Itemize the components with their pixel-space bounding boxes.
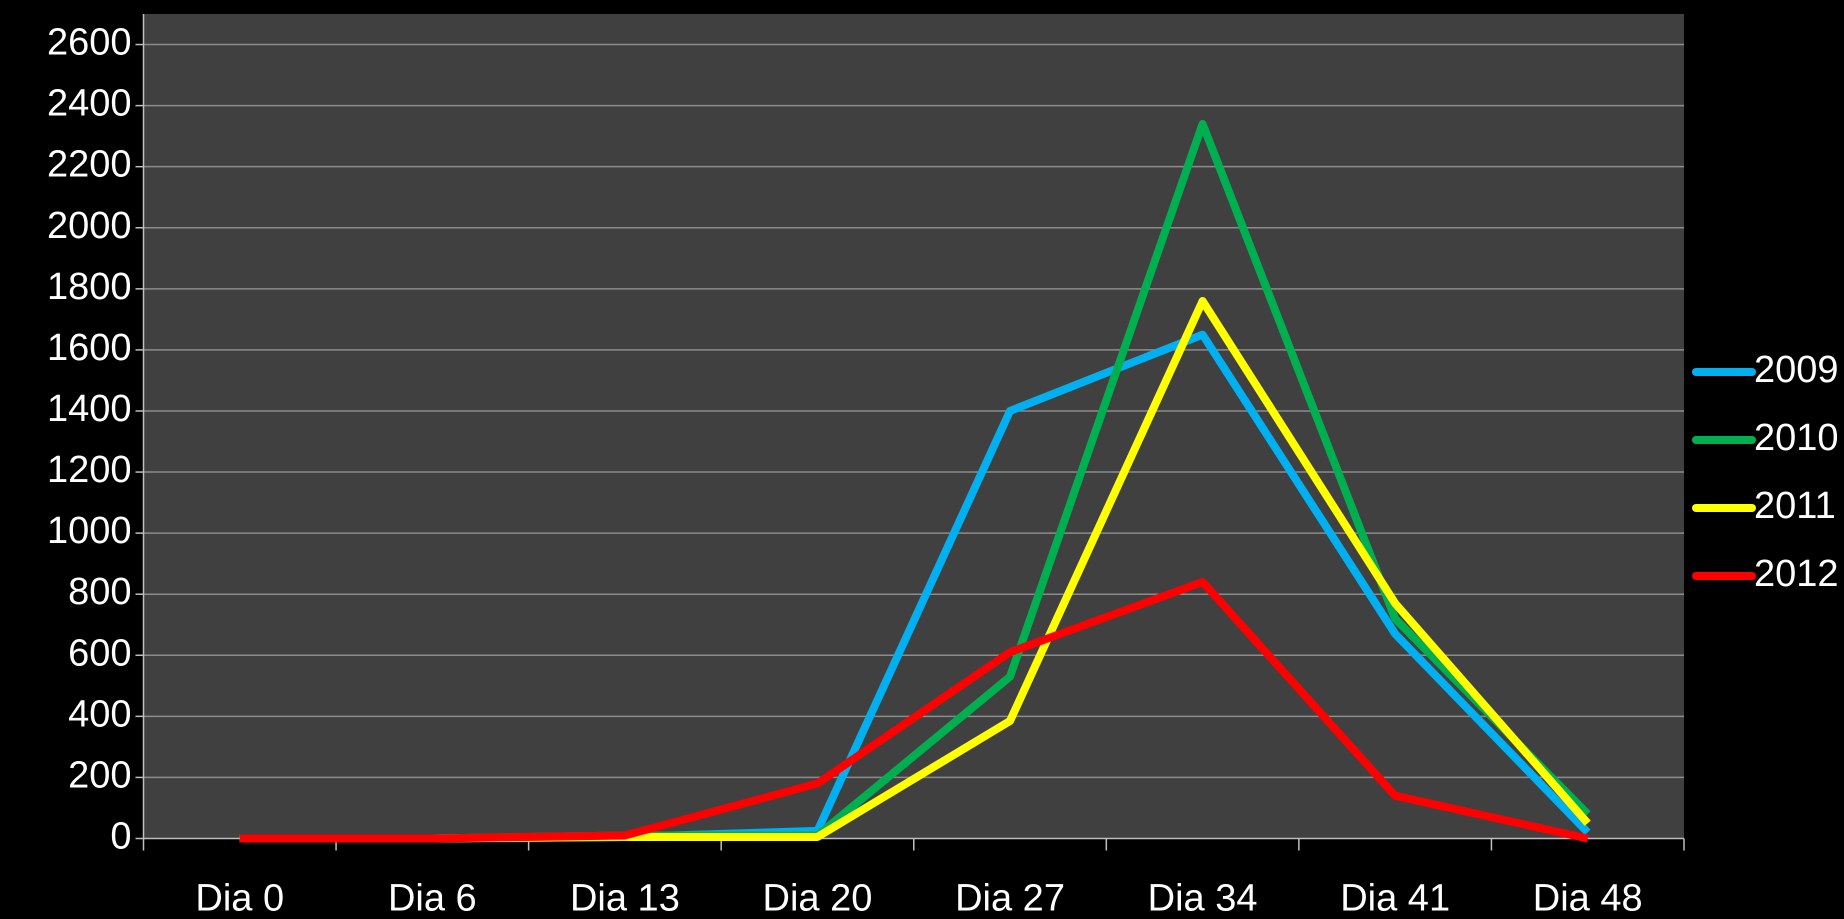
plot-area (143, 14, 1684, 839)
x-tick-label: Dia 27 (955, 878, 1065, 919)
x-tick-label: Dia 48 (1533, 878, 1643, 919)
y-tick-label: 800 (68, 571, 131, 613)
y-tick-label: 200 (68, 754, 131, 796)
y-tick-label: 1200 (47, 449, 132, 491)
y-tick-label: 2200 (47, 144, 132, 186)
y-tick-label: 2600 (47, 22, 132, 64)
y-tick-label: 2000 (47, 205, 132, 247)
y-tick-label: 1800 (47, 266, 132, 308)
y-tick-label: 400 (68, 693, 131, 735)
series-line (239, 577, 1589, 843)
y-tick-label: 1400 (47, 388, 132, 430)
x-tick-label: Dia 34 (1148, 878, 1258, 919)
x-tick-label: Dia 6 (388, 878, 477, 919)
y-tick-label: 0 (110, 816, 131, 858)
legend-label: 2010 (1754, 417, 1839, 459)
legend-label: 2012 (1754, 553, 1839, 595)
legend-label: 2011 (1754, 485, 1836, 527)
y-tick-label: 600 (68, 632, 131, 674)
x-tick-label: Dia 20 (763, 878, 873, 919)
legend-label: 2009 (1754, 349, 1839, 391)
x-tick-label: Dia 13 (570, 878, 680, 919)
y-tick-label: 1600 (47, 327, 132, 369)
y-tick-label: 1000 (47, 510, 132, 552)
y-tick-label: 2400 (47, 83, 132, 125)
x-tick-label: Dia 41 (1340, 878, 1450, 919)
x-tick-label: Dia 0 (195, 878, 284, 919)
